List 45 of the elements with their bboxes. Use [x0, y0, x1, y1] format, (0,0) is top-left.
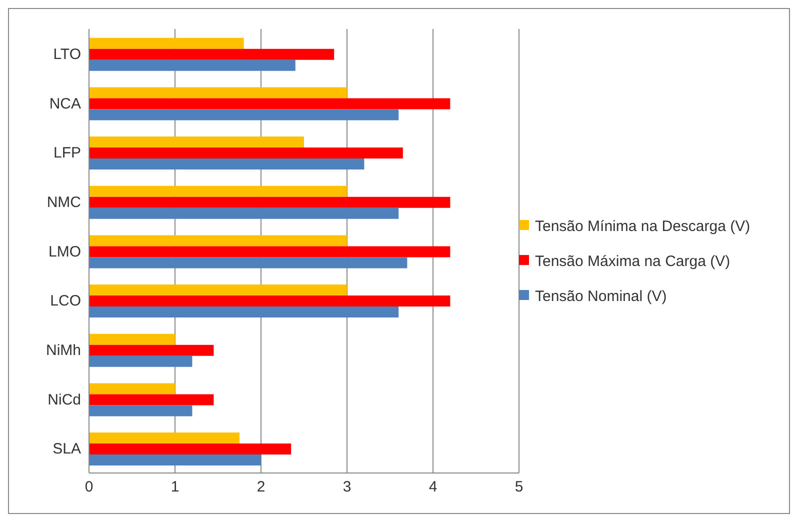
- x-tick-label: 0: [84, 478, 94, 496]
- bar: [89, 356, 192, 367]
- bar: [89, 432, 240, 444]
- bar: [89, 208, 399, 219]
- bar: [89, 444, 292, 455]
- bar: [89, 158, 364, 170]
- bar: [89, 38, 244, 49]
- bar: [89, 87, 347, 98]
- bar: [89, 334, 175, 345]
- x-tick-label: 3: [342, 478, 352, 496]
- y-tick-label: LMO: [48, 243, 81, 260]
- x-tick-label: 4: [428, 478, 438, 496]
- x-tick-label: 1: [170, 478, 180, 496]
- y-tick-label: LCO: [50, 292, 81, 310]
- bar: [89, 454, 261, 466]
- bar: [89, 284, 347, 296]
- legend-label: Tensão Mínima na Descarga (V): [535, 216, 750, 236]
- y-tick-label: NMC: [46, 194, 82, 211]
- bar: [89, 394, 214, 406]
- bar: [89, 235, 347, 246]
- bar: [89, 383, 175, 394]
- bar: [89, 148, 403, 159]
- bar: [89, 246, 450, 258]
- y-tick-label: NCA: [49, 95, 81, 112]
- bar: [89, 60, 296, 71]
- bar: [89, 306, 399, 318]
- bar: [89, 98, 450, 110]
- bar: [89, 257, 408, 268]
- y-tick-label: LFP: [53, 144, 81, 162]
- x-tick-label: 5: [514, 478, 524, 496]
- x-tick-label: 2: [256, 478, 266, 496]
- y-tick-label: NiCd: [48, 391, 81, 408]
- y-tick-label: LTO: [53, 46, 81, 63]
- y-tick-label: SLA: [52, 440, 81, 458]
- bar: [89, 136, 304, 148]
- bar: [89, 196, 450, 208]
- bar: [89, 405, 192, 416]
- y-tick-label: NiMh: [46, 342, 81, 359]
- bar: [89, 296, 450, 307]
- legend-label: Tensão Máxima na Carga (V): [535, 252, 730, 272]
- bar: [89, 344, 214, 356]
- bar: [89, 186, 347, 197]
- bar: [89, 48, 334, 60]
- bar: [89, 109, 399, 120]
- legend-label: Tensão Nominal (V): [535, 286, 667, 306]
